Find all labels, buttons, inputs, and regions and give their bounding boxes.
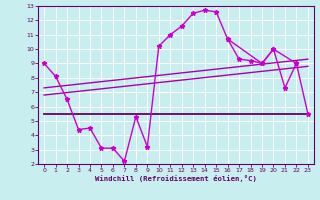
X-axis label: Windchill (Refroidissement éolien,°C): Windchill (Refroidissement éolien,°C) <box>95 175 257 182</box>
